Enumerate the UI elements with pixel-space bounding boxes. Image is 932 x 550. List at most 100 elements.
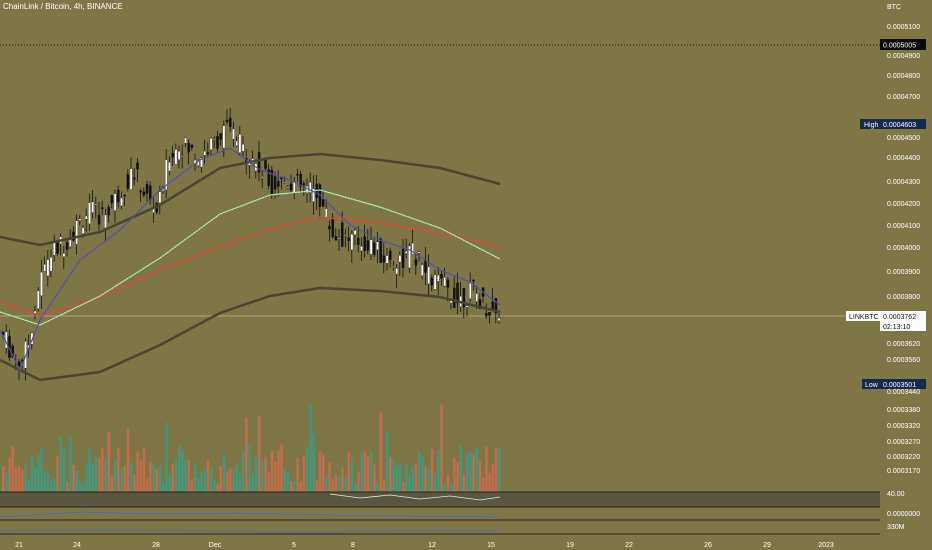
volume-bar (149, 461, 152, 492)
candle-body (88, 202, 91, 224)
volume-bar (216, 483, 219, 492)
price-tick-label: 0.0004100 (887, 223, 920, 230)
candle-body (62, 253, 66, 257)
candle-body (485, 313, 488, 317)
candle-body (81, 227, 85, 234)
candle-body (453, 287, 456, 308)
low-badge-label: Low (865, 382, 879, 389)
time-axis-label: 22 (625, 542, 633, 549)
low-price-badge (880, 379, 926, 389)
candle-body (321, 199, 325, 207)
volume-bar (69, 437, 72, 492)
volume-bar (21, 469, 24, 492)
volume-bar (366, 455, 370, 492)
volume-bar (130, 462, 133, 492)
candle-body (469, 282, 472, 299)
price-tick-label: 0.0003320 (887, 423, 920, 430)
ema-fast-line (0, 147, 501, 372)
candle-body (33, 310, 37, 314)
candle-body (49, 257, 53, 272)
candle-body (357, 237, 360, 245)
price-tick-label: 0.0004800 (887, 73, 920, 80)
volume-bar (302, 455, 306, 492)
volume-bar (478, 460, 482, 492)
candle-body (184, 137, 187, 144)
high-price-label: 0.0004603 (883, 122, 916, 129)
candle-body (85, 215, 88, 220)
volume-bar (158, 466, 162, 492)
candle-body (97, 214, 101, 225)
candle-body (389, 250, 392, 260)
volume-bar (98, 457, 101, 492)
low-price-label: 0.0003501 (883, 382, 916, 389)
volume-bar (200, 471, 203, 492)
volume-bar (373, 464, 376, 492)
volume-bar (203, 469, 206, 492)
price-tick-label: 0.0003270 (887, 439, 920, 446)
volume-bar (408, 476, 411, 492)
volume-bar (472, 454, 475, 492)
volume-bar (306, 447, 309, 492)
volume-bar (331, 479, 334, 492)
candle-body (209, 138, 213, 150)
candle-body (312, 188, 315, 202)
high-badge (860, 119, 880, 129)
candle-body (65, 242, 69, 250)
candle-body (168, 162, 171, 172)
candle-body (107, 207, 110, 216)
volume-bar (66, 481, 69, 492)
low-badge (862, 379, 880, 389)
volume-bar (466, 453, 469, 492)
candle-body (104, 214, 107, 228)
candle-body (113, 193, 117, 211)
candle-body (472, 280, 475, 282)
candle-body (443, 277, 446, 287)
price-tick-label: 0.0003440 (887, 389, 920, 396)
volume-bar (245, 417, 248, 492)
volume-bar (219, 466, 222, 492)
volume-bar (242, 450, 245, 492)
volume-bar (325, 475, 328, 492)
price-tick-label: 0.0004200 (887, 201, 920, 208)
volume-bar (286, 472, 290, 492)
volume-bar (485, 446, 488, 492)
symbol-badge (846, 311, 880, 321)
volume-bar (424, 466, 427, 492)
rsi-level-label: 40.00 (887, 491, 905, 498)
candle-body (411, 243, 414, 255)
candle-body (421, 264, 424, 276)
candle-body (437, 275, 440, 282)
time-axis-label: 2023 (818, 542, 834, 549)
candle-body (475, 293, 478, 302)
volume-bar (110, 476, 114, 492)
volume-bar (283, 469, 286, 492)
volume-bar (312, 433, 315, 492)
volume-bar (274, 461, 277, 492)
volume-bar (238, 474, 242, 492)
candle-body (101, 207, 104, 210)
volume-bar (123, 465, 126, 492)
volume-bar (171, 464, 174, 492)
candle-body (446, 279, 450, 288)
volume-bar (114, 460, 117, 492)
candle-body (430, 277, 434, 286)
volume-bar (328, 461, 331, 492)
volume-bar (338, 475, 341, 492)
volume-bar (469, 451, 472, 492)
candle-body (91, 201, 94, 213)
high-price-badge (880, 119, 926, 129)
candle-body (261, 176, 264, 178)
volume-bar (411, 467, 414, 492)
candle-body (174, 149, 178, 165)
candle-body (37, 290, 40, 309)
volume-bar (405, 463, 408, 492)
candle-body (462, 288, 466, 308)
candle-body (142, 191, 146, 196)
volume-bar (120, 467, 123, 492)
price-tick-label: 0.0003380 (887, 407, 920, 414)
candle-body (373, 242, 376, 255)
candle-body (120, 197, 123, 207)
candle-body (139, 190, 142, 193)
volume-bar (117, 448, 120, 492)
